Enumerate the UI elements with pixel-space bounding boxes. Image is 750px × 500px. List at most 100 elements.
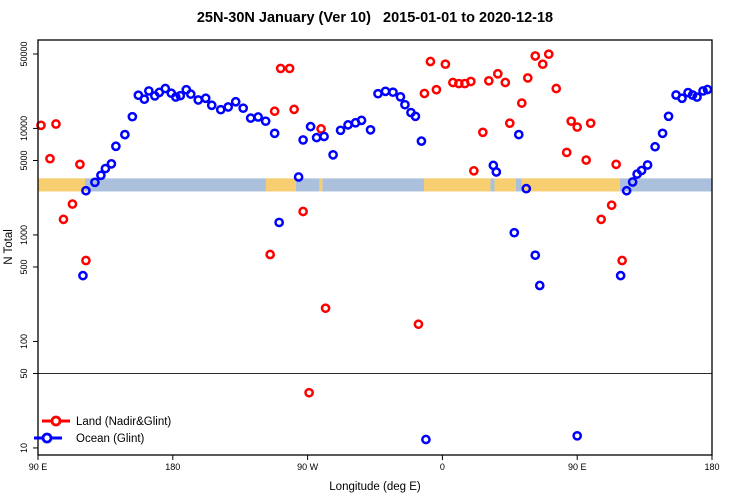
data-point-ocean bbox=[269, 128, 280, 139]
data-point-land bbox=[500, 77, 511, 88]
data-point-land bbox=[551, 83, 562, 94]
data-point-ocean bbox=[663, 111, 674, 122]
data-point-ocean bbox=[615, 270, 626, 281]
legend-circle bbox=[41, 432, 53, 444]
data-point-ocean bbox=[513, 129, 524, 140]
data-point-ocean bbox=[365, 124, 376, 135]
data-point-ocean bbox=[319, 131, 329, 142]
band-segment-land bbox=[521, 178, 620, 192]
data-point-ocean bbox=[230, 96, 241, 107]
data-point-land bbox=[304, 387, 314, 398]
legend-label-ocean: Ocean (Glint) bbox=[76, 433, 145, 445]
band-segment-land bbox=[265, 178, 296, 192]
data-point-land bbox=[45, 153, 55, 164]
legend-symbol-ocean bbox=[34, 432, 62, 444]
data-point-land bbox=[413, 319, 424, 330]
y-tick-label: 50000 bbox=[19, 41, 29, 66]
chart-title: 25N-30N January (Ver 10) 2015-01-01 to 2… bbox=[196, 10, 554, 26]
data-point-ocean bbox=[143, 86, 154, 96]
ocean-series-points bbox=[78, 83, 713, 445]
x-tick-label: 90 E bbox=[568, 462, 587, 472]
data-point-ocean bbox=[253, 112, 264, 122]
data-point-ocean bbox=[388, 87, 398, 98]
data-point-ocean bbox=[160, 83, 171, 94]
data-point-ocean bbox=[572, 430, 583, 441]
data-point-ocean bbox=[200, 93, 211, 104]
data-point-ocean bbox=[356, 115, 367, 126]
data-point-ocean bbox=[627, 177, 638, 187]
data-point-land bbox=[543, 49, 554, 60]
data-point-land bbox=[275, 63, 286, 74]
x-tick-label: 90 W bbox=[297, 462, 319, 472]
data-point-land bbox=[492, 68, 503, 79]
data-point-ocean bbox=[416, 136, 427, 146]
band-segment-ocean bbox=[490, 178, 495, 192]
x-tick-label: 0 bbox=[440, 462, 445, 472]
y-tick-label: 100 bbox=[19, 334, 29, 349]
data-point-land bbox=[477, 127, 488, 138]
data-point-land bbox=[611, 159, 621, 170]
data-point-ocean bbox=[373, 88, 383, 99]
data-point-land bbox=[269, 106, 280, 117]
data-point-ocean bbox=[530, 250, 541, 261]
data-point-ocean bbox=[293, 172, 304, 182]
data-point-ocean bbox=[677, 93, 687, 104]
data-point-ocean bbox=[298, 135, 308, 145]
data-point-ocean bbox=[400, 99, 410, 110]
data-point-ocean bbox=[698, 86, 708, 96]
data-point-ocean bbox=[410, 111, 421, 122]
data-point-land bbox=[316, 124, 326, 134]
data-point-ocean bbox=[692, 92, 702, 102]
data-point-land bbox=[320, 303, 331, 314]
x-axis-title: Longitude (deg E) bbox=[329, 481, 421, 493]
data-point-ocean bbox=[509, 227, 520, 238]
data-point-land bbox=[572, 122, 583, 132]
data-point-land bbox=[530, 51, 541, 61]
data-point-ocean bbox=[206, 100, 217, 111]
data-point-ocean bbox=[96, 170, 106, 181]
data-point-ocean bbox=[274, 217, 284, 228]
surface-type-band bbox=[38, 178, 712, 192]
data-point-land bbox=[537, 59, 548, 70]
data-point-ocean bbox=[657, 128, 668, 139]
band-segment-land bbox=[494, 178, 516, 192]
data-point-land bbox=[466, 76, 476, 87]
data-point-ocean bbox=[343, 120, 353, 130]
band-segment-ocean bbox=[322, 178, 424, 192]
data-point-ocean bbox=[81, 185, 91, 196]
y-tick-label: 1000 bbox=[19, 225, 29, 245]
data-point-ocean bbox=[100, 163, 111, 174]
data-point-land bbox=[566, 116, 577, 127]
legend: Land (Nadir&Glint) Ocean (Glint) bbox=[34, 415, 171, 445]
legend-circle bbox=[50, 415, 62, 427]
data-point-ocean bbox=[380, 86, 391, 97]
data-point-land bbox=[298, 206, 308, 217]
data-point-ocean bbox=[636, 165, 647, 176]
data-point-ocean bbox=[120, 129, 130, 140]
data-point-land bbox=[617, 255, 627, 266]
plot-border bbox=[37, 39, 713, 456]
data-point-land bbox=[483, 75, 494, 86]
y-tick-label: 500 bbox=[19, 259, 29, 274]
data-point-ocean bbox=[175, 90, 186, 101]
data-point-ocean bbox=[328, 149, 338, 160]
x-tick-label: 180 bbox=[165, 462, 180, 472]
data-point-land bbox=[504, 118, 515, 129]
data-point-ocean bbox=[90, 177, 100, 188]
data-point-ocean bbox=[106, 159, 117, 169]
y-tick-label: 10000 bbox=[19, 116, 29, 141]
data-point-ocean bbox=[702, 84, 713, 95]
x-axis-ticks: 90 E 180 90 W 0 90 E 180 bbox=[29, 455, 720, 472]
data-point-ocean bbox=[223, 102, 234, 112]
data-point-land bbox=[585, 118, 596, 129]
data-point-land bbox=[425, 56, 436, 67]
data-point-ocean bbox=[245, 113, 256, 123]
x-tick-label: 180 bbox=[704, 462, 719, 472]
y-axis-ticks: 10 50 100 500 1000 5000 10000 50000 bbox=[19, 41, 38, 453]
data-point-land bbox=[431, 84, 442, 95]
band-segment-land bbox=[423, 178, 491, 192]
band-segment-ocean bbox=[85, 178, 266, 192]
data-point-land bbox=[58, 214, 69, 225]
data-point-land bbox=[75, 159, 85, 170]
data-point-ocean bbox=[215, 104, 226, 115]
